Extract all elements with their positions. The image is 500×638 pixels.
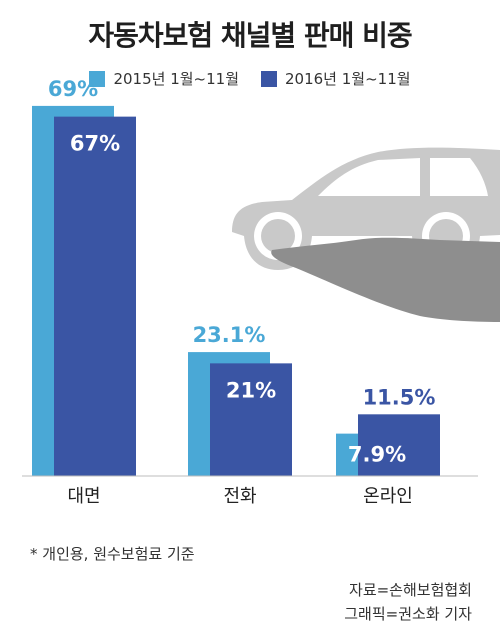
chart-legend: 2015년 1월~11월 2016년 1월~11월 xyxy=(0,68,500,89)
bar-value-label-2015-1: 23.1% xyxy=(193,323,266,347)
legend-item-2015: 2015년 1월~11월 xyxy=(89,68,239,89)
bar-2016-0 xyxy=(54,116,136,476)
legend-swatch-2016 xyxy=(261,70,277,87)
source-line: 자료=손해보험협회 xyxy=(349,581,472,599)
bar-labels-group: 69% 67% 23.1% 21% 7.9% 11.5% xyxy=(48,77,436,467)
chart-title: 자동차보험 채널별 판매 비중 xyxy=(88,19,412,52)
bar-2016-2 xyxy=(358,414,440,476)
car-window xyxy=(318,158,488,196)
credit-line: 그래픽=권소화 기자 xyxy=(344,605,472,623)
bar-2016-1 xyxy=(210,363,292,476)
category-labels-group: 대면 전화 온라인 xyxy=(67,486,412,507)
category-label-0: 대면 xyxy=(67,486,100,507)
bar-value-label-2015-2: 7.9% xyxy=(348,443,406,467)
bar-value-label-2016-1: 21% xyxy=(226,378,276,402)
car-wheel-front-hub xyxy=(261,219,295,253)
bars-group xyxy=(32,105,440,476)
bar-chart: 69% 67% 23.1% 21% 7.9% 11.5% 대면 전화 온라인 xyxy=(22,77,500,507)
legend-label-2015: 2015년 1월~11월 xyxy=(113,70,239,88)
bar-value-label-2016-2: 11.5% xyxy=(363,385,436,409)
legend-swatch-2015 xyxy=(89,70,106,87)
bar-value-label-2016-0: 67% xyxy=(70,132,120,156)
hand-icon xyxy=(271,237,500,322)
car-in-hand-illustration xyxy=(232,147,500,322)
bar-value-label-2015-0: 69% xyxy=(48,77,98,101)
category-label-2: 온라인 xyxy=(363,486,413,507)
category-label-1: 전화 xyxy=(223,486,256,507)
legend-label-2016: 2016년 1월~11월 xyxy=(285,70,411,88)
footnote: * 개인용, 원수보험료 기준 xyxy=(30,545,195,563)
source-credit: 자료=손해보험협회 그래픽=권소화 기자 xyxy=(344,578,472,626)
legend-item-2016: 2016년 1월~11월 xyxy=(261,68,411,89)
